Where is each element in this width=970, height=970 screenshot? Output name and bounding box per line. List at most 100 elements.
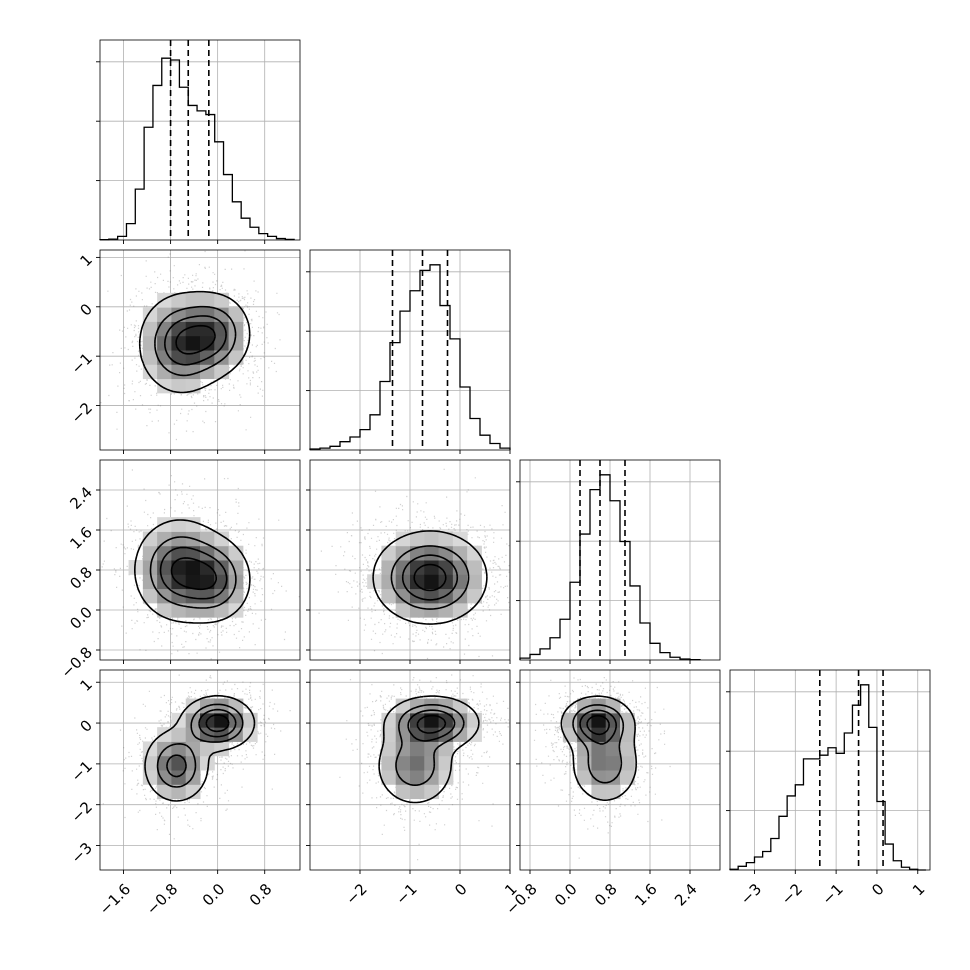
density-cell [171,350,187,365]
density-cell [171,292,187,308]
density-cell [467,588,482,604]
contour-level-1 [156,703,244,788]
density-cell [438,755,454,771]
pair-frame [309,459,511,661]
density-cell [157,350,172,365]
density-cell [424,545,440,561]
density-cell [214,588,230,604]
density-cell [410,698,425,714]
density-cell [410,784,425,800]
ytick-label: 1.6 [66,523,96,553]
xtick-label: −0.8 [143,880,181,918]
density-cell [395,784,411,800]
density-cell [410,755,425,771]
density-cell [185,517,201,532]
ytick-label: 0 [77,716,96,735]
density-cell [157,574,172,590]
contour-level-3 [416,714,447,734]
density-cell [605,784,621,800]
density-cell [171,364,187,380]
density-cell [410,770,425,785]
xtick-label: −3 [737,880,765,908]
xtick-label: −2 [342,880,370,908]
xtick-label: 2.4 [671,880,701,910]
xtick-label: 0.0 [199,880,229,910]
ytick-label: 2.4 [66,483,96,513]
density-cell [381,727,397,742]
pair-panel-3-1 [306,669,511,874]
hist-panel-3 [726,669,931,874]
density-cell [562,727,578,742]
density-cell [214,307,230,322]
pair-panel-3-2 [516,669,721,874]
contour-level-1 [149,536,237,609]
xtick-label: 1 [909,880,928,899]
density-cell [452,727,468,742]
density-cell [438,741,454,757]
contour-level-3 [586,714,610,736]
density-cell [438,531,454,547]
ytick-label: 1 [77,251,96,270]
density-cell [200,588,215,604]
density-cell [157,307,172,322]
density-cell [200,574,215,590]
ytick-label: 1 [77,676,96,695]
density-cell [185,712,201,728]
contour-level-0 [560,695,637,801]
density-cell [410,588,425,604]
density-cell [438,602,454,618]
hist-step-1 [309,264,511,450]
density-cell [214,350,230,365]
contour-level-2 [166,708,237,778]
xtick-label: −2 [778,880,806,908]
density-cell [242,712,258,728]
density-cell [424,741,440,757]
density-cell [452,698,468,714]
density-cell [228,350,244,365]
xtick-label: 0.8 [246,880,276,910]
density-cell [142,755,158,771]
contour-level-2 [407,709,456,742]
density-cell [157,560,172,575]
density-cell [185,784,201,800]
contour-level-1 [154,305,237,377]
density-cell [142,588,158,604]
pair-panel-2-1 [306,459,511,664]
density-cell [381,755,397,771]
hist-frame-0 [99,39,301,241]
density-cell [200,364,215,380]
density-cell [157,588,172,604]
pair-frame [309,669,511,871]
density-cell [424,574,440,590]
density-cell [591,770,607,785]
density-cell [171,560,187,575]
density-cell [228,698,244,714]
density-cell [185,588,201,604]
density-cell [591,741,607,757]
density-cell [185,755,201,771]
density-cell [185,602,201,618]
contour-level-3 [205,714,230,733]
density-cell [620,770,635,785]
hist-frame-1 [309,249,511,451]
density-cell [467,574,482,590]
density-cell [171,741,187,757]
contour-level-0 [378,695,480,804]
density-cell [395,560,411,575]
density-cell [228,321,244,337]
density-cell [228,545,244,561]
density-cell [185,698,201,714]
density-cell [381,574,397,590]
density-cell [620,727,635,742]
density-cell [200,755,215,771]
density-cell [214,560,230,575]
density-cell [395,755,411,771]
density-cell [171,307,187,322]
density-cell [171,727,187,742]
density-cell [185,545,201,561]
density-cell [424,602,440,618]
density-cell [410,741,425,757]
density-cell [185,335,201,351]
density-cell [214,531,230,547]
